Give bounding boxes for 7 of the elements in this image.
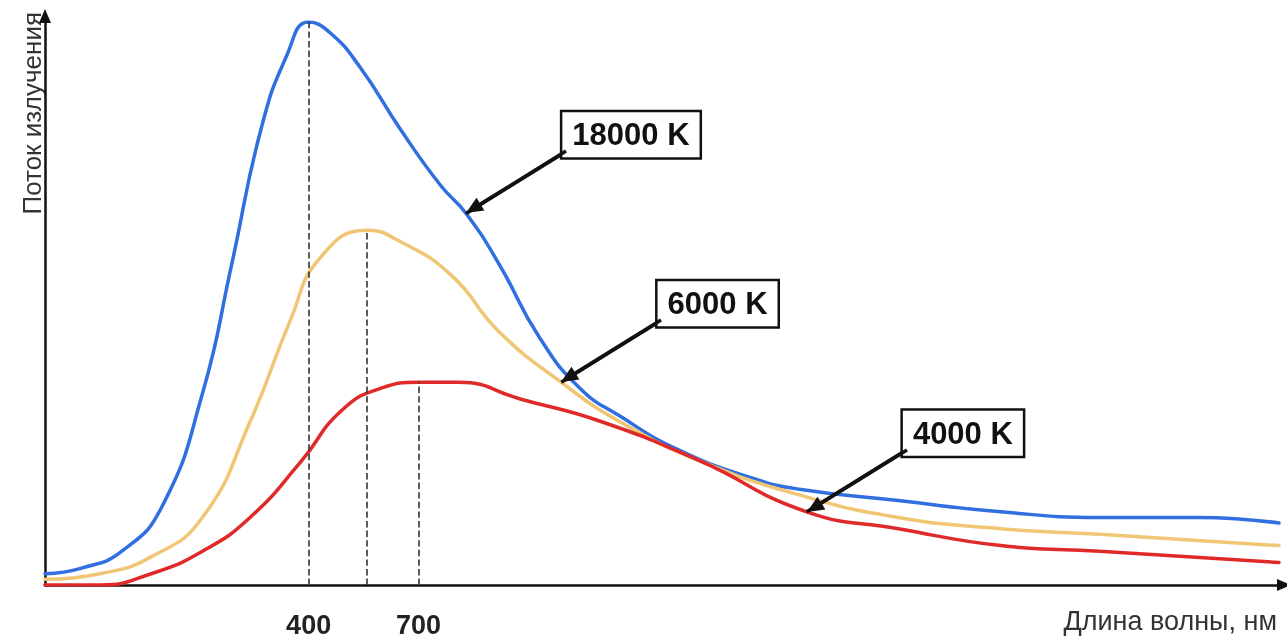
x-tick-label: 700	[395, 609, 442, 640]
y-axis-title: Поток излучения	[17, 12, 47, 215]
x-tick-label: 400	[286, 609, 332, 640]
annotation: 4000 K	[912, 415, 1014, 451]
annotation: 6000 K	[667, 286, 769, 322]
x-axis-title: Длина волны, нм	[1063, 605, 1277, 636]
annotation: 18000 K	[572, 117, 691, 153]
